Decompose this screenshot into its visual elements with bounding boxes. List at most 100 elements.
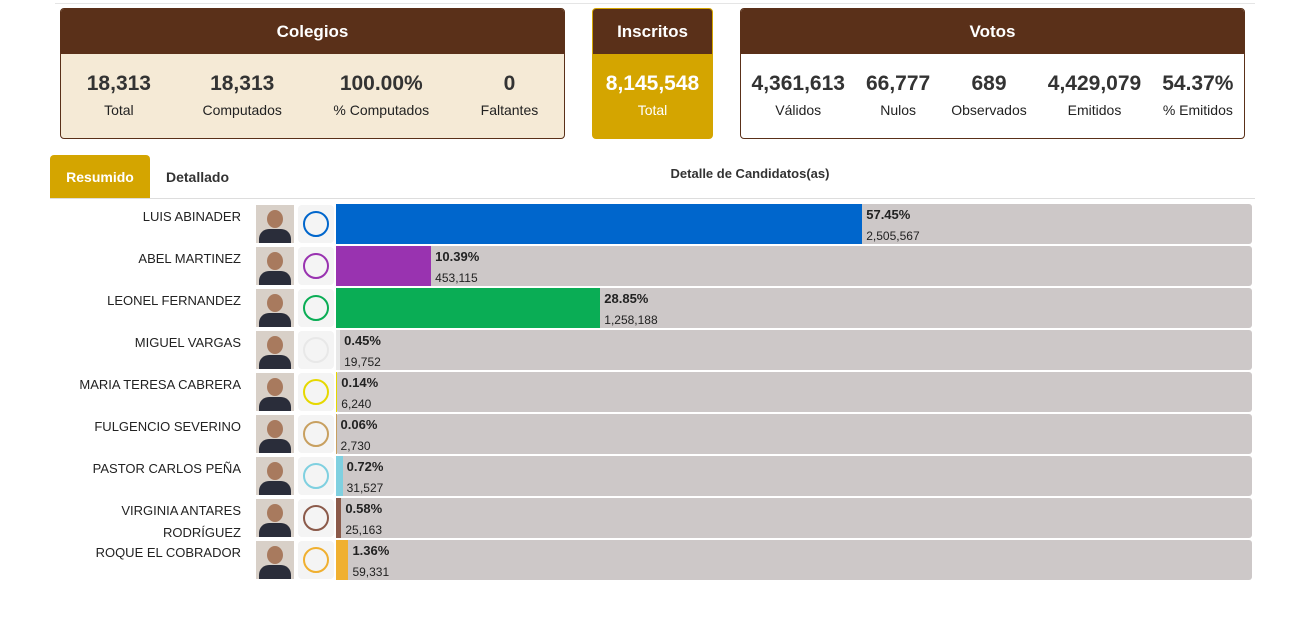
stat-label: Válidos	[775, 102, 822, 118]
pct-label: 0.45%	[344, 333, 381, 348]
bar	[336, 372, 338, 412]
top-rule	[55, 3, 1255, 4]
party-logo	[298, 499, 334, 537]
tab-active[interactable]: Resumido	[50, 155, 150, 198]
votes-label: 25,163	[345, 523, 383, 537]
candidate-row: LUIS ABINADER 57.45% 2,505,567	[0, 203, 1305, 245]
stat-value: 4,361,613	[751, 72, 845, 95]
party-logo	[298, 205, 334, 243]
candidate-row: FULGENCIO SEVERINO 0.06% 2,730	[0, 413, 1305, 455]
inscritos-card: Inscritos 8,145,548 Total	[592, 8, 713, 139]
votes-label: 1,258,188	[604, 313, 658, 327]
section-title: Detalle de Candidatos(as)	[670, 166, 830, 181]
bar-track: 28.85% 1,258,188	[336, 288, 1252, 328]
bar-track: 0.06% 2,730	[336, 414, 1252, 454]
candidate-name: FULGENCIO SEVERINO	[94, 419, 241, 434]
stat: 8,145,548 Total	[606, 72, 699, 118]
stat-label: % Computados	[333, 102, 430, 118]
votes-label: 2,505,567	[866, 229, 920, 243]
stat-value: 18,313	[86, 72, 151, 95]
card-title: Votos	[741, 9, 1244, 54]
candidate-row: ABEL MARTINEZ 10.39% 453,115	[0, 245, 1305, 287]
candidate-photo	[256, 331, 294, 369]
candidate-name: ABEL MARTINEZ	[138, 251, 241, 266]
votes-label: 19,752	[344, 355, 381, 369]
candidate-row: VIRGINIA ANTARES RODRÍGUEZ 0.58% 25,163	[0, 497, 1305, 540]
pct-label: 0.06%	[340, 417, 378, 432]
stat-label: Total	[104, 102, 134, 118]
stat: 4,361,613 Válidos	[752, 72, 845, 118]
party-logo	[298, 331, 334, 369]
candidate-photo	[256, 289, 294, 327]
stat-label: Observados	[951, 102, 1027, 118]
party-logo	[298, 289, 334, 327]
votes-label: 31,527	[346, 481, 384, 495]
stat-value: 54.37%	[1162, 72, 1234, 95]
stat-value: 689	[971, 72, 1007, 95]
bar	[336, 498, 342, 538]
bar-track: 10.39% 453,115	[336, 246, 1252, 286]
card-title: Inscritos	[593, 9, 712, 54]
pct-label: 10.39%	[435, 249, 480, 264]
tab[interactable]: Detallado	[165, 168, 229, 185]
candidate-row: ROQUE EL COBRADOR 1.36% 59,331	[0, 539, 1305, 581]
stat-value: 4,429,079	[1047, 72, 1142, 95]
pct-label: 28.85%	[604, 291, 649, 306]
party-logo	[298, 373, 334, 411]
bar-track: 1.36% 59,331	[336, 540, 1252, 580]
candidate-row: PASTOR CARLOS PEÑA 0.72% 31,527	[0, 455, 1305, 497]
bar-track: 0.72% 31,527	[336, 456, 1252, 496]
candidate-photo	[256, 205, 294, 243]
card-body: 4,361,613 Válidos 66,777 Nulos 689 Observados…	[741, 54, 1244, 118]
bar	[336, 414, 337, 454]
candidate-photo	[256, 499, 294, 537]
candidate-row: MARIA TERESA CABRERA 0.14% 6,240	[0, 371, 1305, 413]
stat-label: Total	[637, 102, 668, 118]
votes-label: 2,730	[340, 439, 371, 453]
card-title: Colegios	[61, 9, 564, 54]
pct-label: 0.14%	[341, 375, 379, 390]
stat: 54.37% % Emitidos	[1162, 72, 1233, 118]
stat: 18,313 Computados	[203, 72, 282, 118]
bar	[336, 204, 863, 244]
stat: 0 Faltantes	[481, 72, 539, 118]
candidate-name: LEONEL FERNANDEZ	[107, 293, 241, 308]
stat-label: Nulos	[880, 102, 916, 118]
bar	[336, 540, 349, 580]
stat: 689 Observados	[951, 72, 1026, 118]
pct-label: 57.45%	[866, 207, 911, 222]
bar-track: 0.58% 25,163	[336, 498, 1252, 538]
votes-label: 6,240	[341, 397, 372, 411]
stat: 18,313 Total	[87, 72, 151, 118]
stat-value: 100.00%	[339, 72, 423, 95]
pct-label: 0.58%	[345, 501, 383, 516]
stat: 100.00% % Computados	[333, 72, 429, 118]
candidate-photo	[256, 373, 294, 411]
bar-track: 0.14% 6,240	[336, 372, 1252, 412]
bar-track: 57.45% 2,505,567	[336, 204, 1252, 244]
card-body: 18,313 Total 18,313 Computados 100.00% % Comp…	[61, 54, 564, 118]
candidate-photo	[256, 247, 294, 285]
candidate-row: LEONEL FERNANDEZ 28.85% 1,258,188	[0, 287, 1305, 329]
rule	[50, 198, 1255, 199]
stat-label: Faltantes	[480, 102, 539, 118]
party-logo	[298, 415, 334, 453]
candidate-photo	[256, 415, 294, 453]
stat-value: 66,777	[865, 72, 931, 95]
bar	[336, 288, 601, 328]
candidate-name: PASTOR CARLOS PEÑA	[92, 461, 241, 476]
stat: 4,429,079 Emitidos	[1048, 72, 1141, 118]
stat-value: 8,145,548	[605, 72, 700, 95]
stat-value: 0	[503, 72, 516, 95]
party-logo	[298, 541, 334, 579]
candidate-photo	[256, 457, 294, 495]
bar	[336, 456, 343, 496]
bar-track: 0.45% 19,752	[336, 330, 1252, 370]
bar	[336, 330, 341, 370]
candidate-name: MARIA TERESA CABRERA	[79, 377, 241, 392]
bar	[336, 246, 432, 286]
party-logo	[298, 457, 334, 495]
stat-label: Emitidos	[1067, 102, 1122, 118]
card-body: 8,145,548 Total	[593, 54, 712, 118]
